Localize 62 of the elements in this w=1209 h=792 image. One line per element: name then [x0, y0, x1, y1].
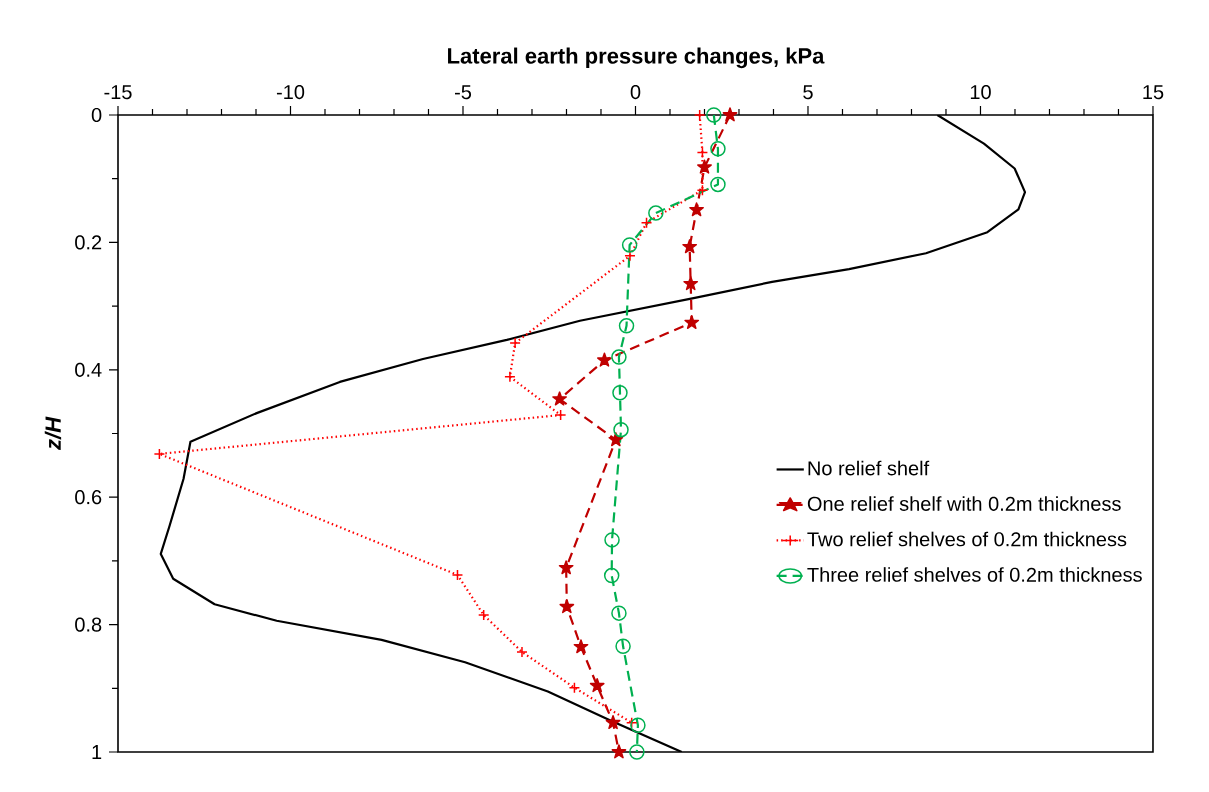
point	[706, 107, 722, 123]
point	[516, 646, 528, 658]
point	[504, 371, 516, 383]
point	[683, 276, 699, 291]
point	[682, 239, 698, 254]
point	[611, 605, 627, 621]
point	[509, 337, 521, 349]
legend-label: Three relief shelves of 0.2m thickness	[807, 567, 1142, 582]
point	[554, 409, 567, 421]
y-tick-label: 1	[92, 745, 102, 759]
point	[597, 352, 612, 367]
point	[689, 202, 704, 217]
x-tick-label: -5	[454, 85, 472, 100]
y-tick-label: 0.6	[75, 490, 102, 505]
point	[568, 681, 581, 694]
x-tick-label: 5	[803, 85, 813, 100]
point	[611, 744, 627, 759]
point	[558, 560, 574, 575]
x-tick-label: 0	[630, 84, 641, 100]
point	[710, 176, 726, 193]
point	[648, 205, 664, 221]
point	[559, 599, 575, 614]
legend-label: Two relief shelves of 0.2m thickness	[807, 531, 1127, 547]
point	[477, 609, 490, 621]
point	[710, 141, 726, 157]
point	[618, 318, 635, 334]
point	[629, 744, 645, 760]
x-axis-title: Lateral earth pressure changes, kPa	[448, 47, 825, 69]
y-tick-label: 0.8	[75, 617, 102, 632]
y-tick-label: 0	[91, 107, 102, 123]
point	[684, 314, 700, 330]
y-tick-label: 0.4	[75, 362, 102, 377]
point	[611, 349, 627, 365]
point	[696, 184, 709, 196]
point	[624, 250, 636, 262]
point	[603, 567, 620, 584]
point	[451, 569, 464, 581]
point	[693, 109, 706, 121]
point	[552, 391, 567, 406]
point	[615, 638, 631, 655]
y-tick-label: 0.2	[75, 235, 102, 250]
x-tick-label: 15	[1143, 85, 1164, 100]
point	[621, 237, 638, 253]
x-tick-label: -10	[276, 84, 305, 100]
x-tick-label: 10	[970, 84, 991, 100]
point	[605, 714, 621, 730]
point	[153, 448, 166, 460]
point	[604, 532, 620, 548]
point	[613, 421, 629, 438]
legend-label: One relief shelf with 0.2m thickness	[807, 496, 1121, 511]
point	[697, 159, 712, 174]
y-axis-title: z/H	[44, 416, 62, 451]
legend-label: No relief shelf	[808, 460, 930, 476]
point	[573, 639, 589, 654]
point	[612, 384, 628, 401]
point	[640, 216, 653, 229]
point	[589, 678, 605, 693]
point	[696, 146, 709, 159]
point	[608, 432, 624, 447]
x-tick-label: -15	[104, 85, 132, 100]
point	[722, 107, 738, 122]
point	[630, 717, 646, 733]
